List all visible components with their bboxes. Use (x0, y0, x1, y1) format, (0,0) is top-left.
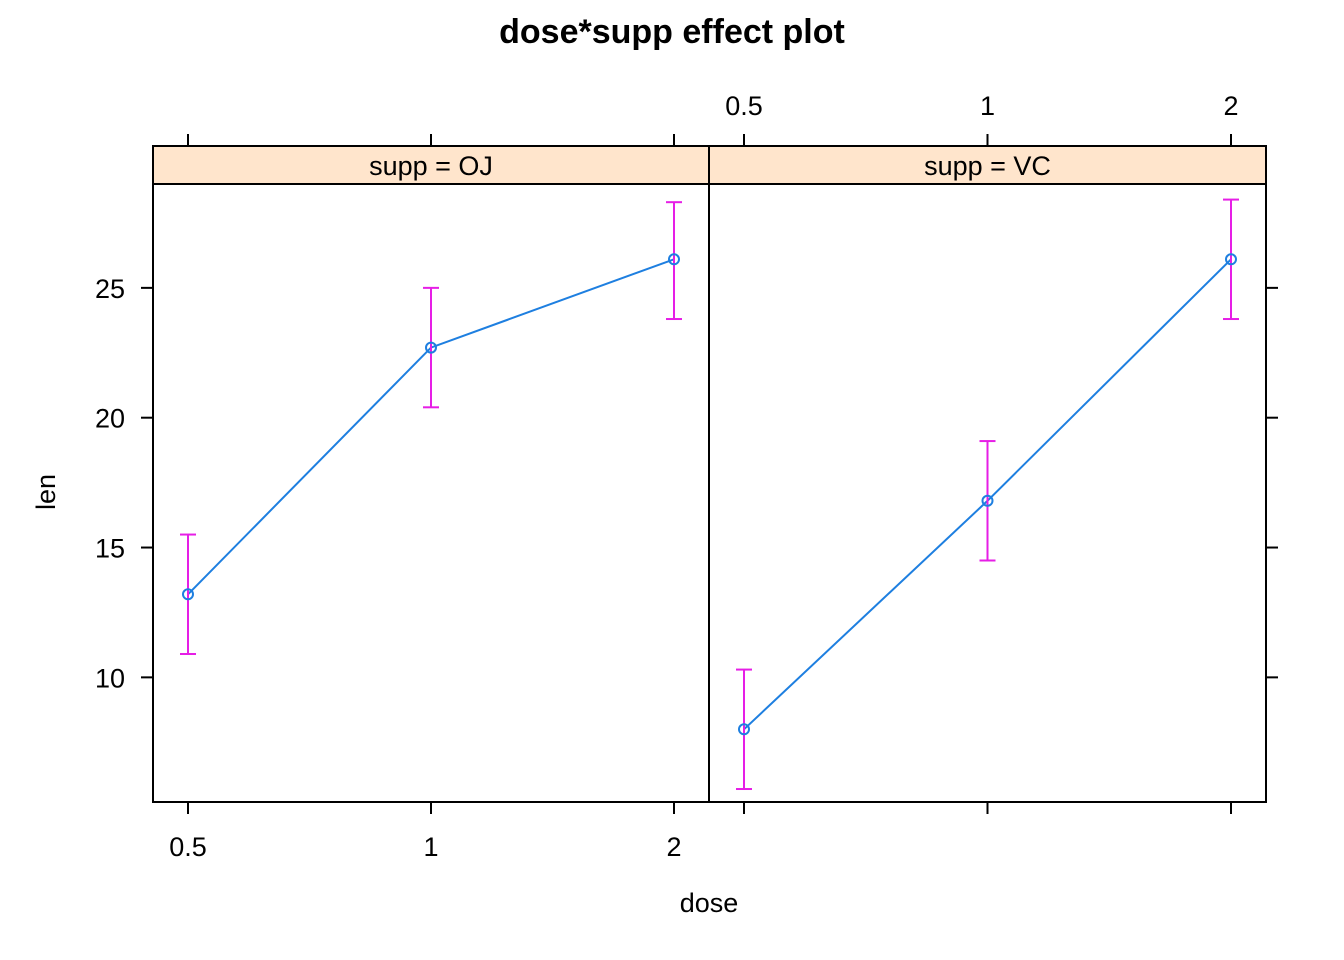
x-tick-label: 2 (1223, 91, 1238, 121)
y-axis-label: len (31, 474, 61, 510)
x-tick-label: 2 (666, 832, 681, 862)
x-axis-label: dose (680, 888, 739, 918)
data-point (981, 494, 994, 507)
strip-label: supp = VC (924, 151, 1051, 181)
data-point (425, 341, 437, 354)
plot-panels: supp = OJ 0.5 1 2 supp = VC 0.5 1 2 10 15 20 25 (95, 91, 1278, 862)
data-point (738, 723, 750, 736)
chart-title: dose*supp effect plot (499, 13, 845, 51)
data-point (668, 253, 680, 266)
data-point (1225, 253, 1237, 266)
panel-strip (708, 145, 1267, 185)
data-point (182, 588, 194, 601)
panel-strip (152, 145, 710, 185)
y-tick-label: 20 (95, 404, 125, 434)
y-tick-label: 10 (95, 663, 125, 693)
y-tick-label: 15 (95, 534, 125, 564)
x-tick-label: 1 (423, 832, 438, 862)
strip-label: supp = OJ (369, 151, 493, 181)
x-tick-label: 0.5 (725, 91, 763, 121)
x-tick-label: 1 (980, 91, 995, 121)
x-tick-label: 0.5 (169, 832, 207, 862)
y-tick-label: 25 (95, 274, 125, 304)
